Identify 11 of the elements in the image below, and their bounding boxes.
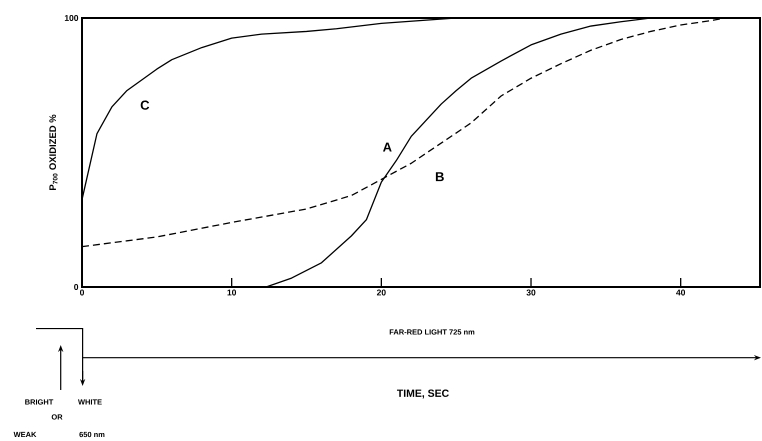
x-tick-label: 40 (676, 290, 686, 296)
series-label: A (382, 142, 392, 152)
x-tick-label: 20 (376, 290, 386, 296)
x-tick-label: 10 (228, 290, 236, 296)
series-label: B (436, 172, 444, 182)
series-label: C (140, 100, 150, 110)
y-axis-title: P$_{700}$ OXIDIZED % (49, 114, 58, 190)
y-tick-label: 100 (64, 14, 78, 21)
x-tick-label: 30 (526, 290, 536, 296)
text: TIME, SEC (396, 390, 449, 398)
x-tick-label: 0 (80, 290, 84, 296)
